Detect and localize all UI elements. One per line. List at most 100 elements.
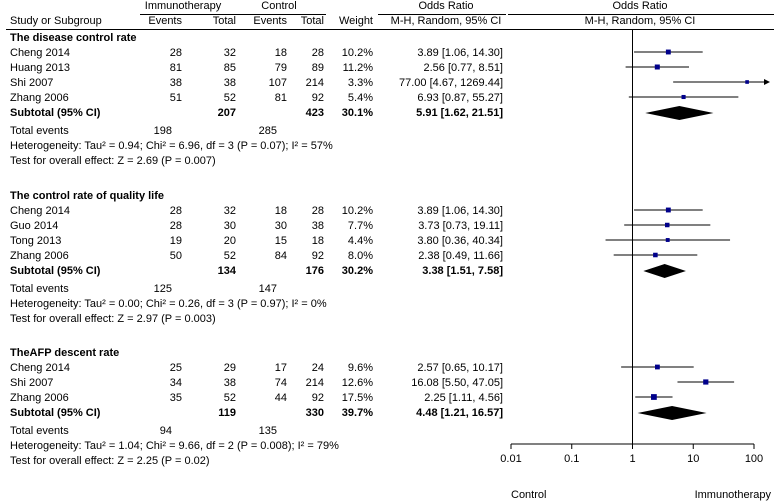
total-events2: 147 (258, 283, 277, 295)
col-total2-header: Total (300, 15, 324, 27)
study-events2: 107 (268, 77, 287, 89)
ci-arrow-right (764, 79, 770, 85)
total-events1: 125 (153, 283, 172, 295)
col-method-header-plot: M-H, Random, 95% CI (584, 15, 696, 27)
study-total1: 30 (223, 220, 236, 232)
study-weight: 4.4% (347, 235, 373, 247)
study-name: Tong 2013 (10, 235, 62, 247)
study-name: Zhang 2006 (10, 250, 69, 262)
study-weight: 10.2% (341, 47, 373, 59)
study-odds-ratio-ci: 2.57 [0.65, 10.17] (417, 362, 503, 374)
subtotal-diamond (643, 264, 686, 278)
study-name: Cheng 2014 (10, 47, 70, 59)
study-total1: 20 (223, 235, 236, 247)
study-weight: 11.2% (342, 62, 373, 74)
study-odds-ratio-ci: 2.38 [0.49, 11.66] (418, 250, 503, 262)
study-name: Cheng 2014 (10, 205, 70, 217)
study-name: Shi 2007 (10, 77, 54, 89)
study-total1: 29 (223, 362, 236, 374)
col-weight-header: Weight (338, 15, 373, 27)
heterogeneity-text: Heterogeneity: Tau² = 0.94; Chi² = 6.96,… (10, 140, 333, 152)
total-events2: 285 (258, 125, 277, 137)
header-bottom-rule (6, 29, 774, 30)
study-weight: 10.2% (341, 205, 373, 217)
study-total2: 214 (305, 77, 324, 89)
study-events2: 79 (274, 62, 287, 74)
study-weight: 5.4% (347, 92, 373, 104)
total-events1: 94 (159, 425, 172, 437)
subtotal-weight: 39.7% (341, 407, 373, 419)
study-total2: 92 (311, 392, 324, 404)
study-events1: 19 (169, 235, 182, 247)
subtotal-label: Subtotal (95% CI) (10, 265, 101, 277)
subtotal-odds-ratio-ci: 4.48 [1.21, 16.57] (416, 407, 503, 419)
study-weight: 3.3% (347, 77, 373, 89)
col-events2-header: Events (253, 15, 287, 27)
study-total2: 18 (311, 235, 324, 247)
control-axis-label: Control (511, 489, 546, 501)
col-study-header: Study or Subgroup (10, 15, 102, 27)
study-events2: 15 (274, 235, 287, 247)
total-events-label: Total events (10, 283, 69, 295)
study-odds-ratio-ci: 3.89 [1.06, 14.30] (417, 47, 503, 59)
subtotal-total1: 134 (217, 265, 236, 277)
study-total2: 214 (305, 377, 324, 389)
study-events2: 17 (274, 362, 287, 374)
study-total1: 52 (223, 392, 236, 404)
overall-effect-text: Test for overall effect: Z = 2.25 (P = 0… (10, 455, 210, 467)
study-point-marker (653, 252, 658, 258)
overall-effect-text: Test for overall effect: Z = 2.97 (P = 0… (10, 313, 216, 325)
study-name: Zhang 2006 (10, 392, 69, 404)
study-point-marker (651, 394, 657, 400)
study-events2: 18 (274, 205, 287, 217)
subtotal-diamond (645, 106, 714, 120)
odds-ratio-header-plot: Odds Ratio (612, 0, 668, 12)
x-tick-label: 100 (745, 453, 763, 465)
study-weight: 17.5% (341, 392, 373, 404)
total-events-label: Total events (10, 125, 69, 137)
study-odds-ratio-ci: 3.73 [0.73, 19.11] (418, 220, 503, 232)
study-odds-ratio-ci: 2.25 [1.11, 4.56] (424, 392, 503, 404)
total-events2: 135 (258, 425, 277, 437)
subgroup-title: The control rate of quality life (10, 190, 165, 202)
study-events1: 51 (169, 92, 182, 104)
col-total1-header: Total (212, 15, 236, 27)
total-events-label: Total events (10, 425, 69, 437)
study-odds-ratio-ci: 16.08 [5.50, 47.05] (411, 377, 503, 389)
study-name: Zhang 2006 (10, 92, 69, 104)
col-method-header-table: M-H, Random, 95% CI (390, 15, 502, 27)
study-events1: 28 (169, 205, 182, 217)
study-events1: 50 (169, 250, 182, 262)
x-tick-label: 1 (629, 453, 635, 465)
study-events1: 34 (169, 377, 182, 389)
study-name: Shi 2007 (10, 377, 54, 389)
total-events1: 198 (153, 125, 172, 137)
study-name: Guo 2014 (10, 220, 59, 232)
study-events2: 84 (274, 250, 287, 262)
subtotal-total2: 330 (305, 407, 324, 419)
study-total1: 38 (223, 77, 236, 89)
study-total2: 28 (311, 205, 324, 217)
odds-ratio-plot-underline (508, 14, 774, 15)
study-total2: 92 (311, 92, 324, 104)
col-events1-header: Events (148, 15, 182, 27)
study-total1: 32 (223, 205, 236, 217)
study-name: Huang 2013 (10, 62, 70, 74)
group2-underline (246, 14, 326, 15)
immunotherapy-axis-label: Immunotherapy (695, 489, 772, 501)
heterogeneity-text: Heterogeneity: Tau² = 1.04; Chi² = 9.66,… (10, 440, 339, 452)
group1-header: Immunotherapy (144, 0, 222, 12)
study-events1: 28 (169, 220, 182, 232)
study-point-marker (745, 80, 749, 84)
study-weight: 12.6% (341, 377, 373, 389)
subtotal-total1: 119 (218, 407, 236, 419)
subtotal-total1: 207 (217, 107, 236, 119)
subtotal-odds-ratio-ci: 3.38 [1.51, 7.58] (422, 265, 503, 277)
x-tick-label: 0.1 (564, 453, 579, 465)
subtotal-label: Subtotal (95% CI) (10, 407, 101, 419)
study-total1: 38 (223, 377, 236, 389)
study-point-marker (664, 222, 670, 228)
x-tick-label: 0.01 (500, 453, 521, 465)
subtotal-diamond (637, 406, 707, 420)
